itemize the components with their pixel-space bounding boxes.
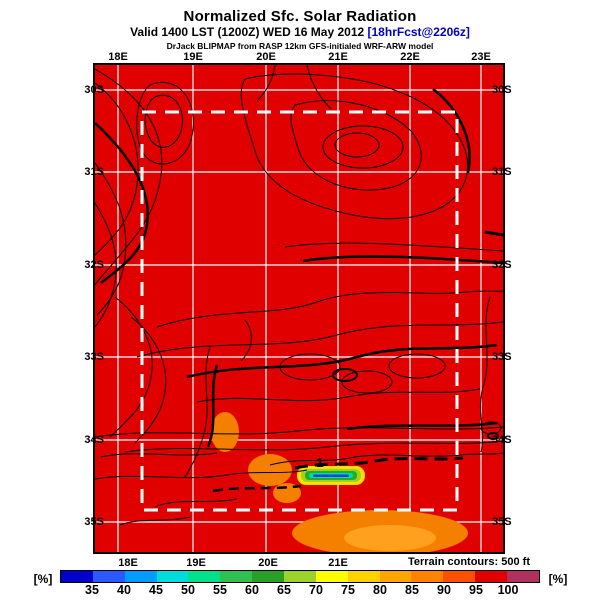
colorbar-tick-label: 70 [309, 583, 323, 597]
x-axis-label-top: 21E [328, 51, 348, 63]
valid-time-text: Valid 1400 LST (1200Z) WED 16 May 2012 [130, 25, 368, 39]
y-axis-label-left: 32S [84, 259, 104, 271]
colorbar-segment [379, 571, 412, 582]
y-axis-label-left: 34S [84, 434, 104, 446]
forecast-tag: [18hrFcst@2206z] [367, 25, 470, 39]
colorbar-segment [315, 571, 348, 582]
colorbar-segment [61, 571, 93, 582]
x-axis-label-top: 19E [183, 51, 203, 63]
x-axis-label-top: 23E [471, 51, 491, 63]
x-axis-label-bottom: 21E [328, 557, 348, 569]
site-marker: 1 [316, 455, 324, 470]
colorbar-tick-label: 40 [117, 583, 131, 597]
low-radiation-lens [297, 466, 365, 485]
x-axis-label-top: 22E [400, 51, 420, 63]
colorbar-tick-label: 80 [373, 583, 387, 597]
colorbar-tick-label: 85 [405, 583, 419, 597]
colorbar-unit-right: [%] [548, 572, 568, 586]
colorbar-tick-label: 45 [149, 583, 163, 597]
colorbar-tick-label: 50 [181, 583, 195, 597]
colorbar-tick-label: 65 [277, 583, 291, 597]
terrain-contours-note: Terrain contours: 500 ft [407, 556, 530, 568]
colorbar-segment [156, 571, 189, 582]
y-axis-label-right: 31S [492, 166, 512, 178]
x-axis-label-bottom: 20E [258, 557, 278, 569]
y-axis-label-right: 33S [492, 351, 512, 363]
terrain-contours [95, 65, 503, 526]
colorbar-tick-label: 55 [213, 583, 227, 597]
colorbar-segment [92, 571, 125, 582]
model-domain-box [140, 110, 459, 512]
x-axis-label-bottom: 19E [186, 557, 206, 569]
colorbar-segment [507, 571, 539, 582]
colorbar-segment [188, 571, 221, 582]
y-axis-label-left: 30S [84, 84, 104, 96]
colorbar-segment [475, 571, 508, 582]
colorbar-tick-label: 95 [469, 583, 483, 597]
anomaly-patches [211, 412, 468, 552]
colorbar-segment [284, 571, 316, 582]
colorbar-tick-label: 90 [437, 583, 451, 597]
colorbar-segment [411, 571, 444, 582]
colorbar-segment [252, 571, 285, 582]
x-axis-label-bottom: 18E [118, 557, 138, 569]
y-axis-label-right: 34S [492, 434, 512, 446]
y-axis-label-left: 31S [84, 166, 104, 178]
map-panel: 1 [93, 63, 505, 554]
colorbar-tick-label: 75 [341, 583, 355, 597]
colorbar-segment [220, 571, 253, 582]
y-axis-label-right: 35S [492, 516, 512, 528]
y-axis-label-left: 35S [84, 516, 104, 528]
y-axis-label-left: 33S [84, 351, 104, 363]
valid-time-line: Valid 1400 LST (1200Z) WED 16 May 2012 [… [0, 25, 600, 39]
colorbar-tick-label: 100 [497, 583, 519, 597]
colorbar-segment [347, 571, 380, 582]
x-axis-label-top: 20E [256, 51, 276, 63]
colorbar [60, 570, 540, 583]
colorbar-tick-label: 60 [245, 583, 259, 597]
y-axis-label-right: 30S [492, 84, 512, 96]
x-axis-label-top: 18E [108, 51, 128, 63]
colorbar-tick-label: 35 [85, 583, 99, 597]
colorbar-segment [443, 571, 476, 582]
model-credit-line: DrJack BLIPMAP from RASP 12km GFS-initia… [166, 41, 434, 51]
colorbar-segment [124, 571, 157, 582]
y-axis-label-right: 32S [492, 259, 512, 271]
page-title: Normalized Sfc. Solar Radiation [183, 8, 417, 25]
colorbar-unit-left: [%] [33, 572, 53, 586]
map-graphics [95, 65, 503, 552]
